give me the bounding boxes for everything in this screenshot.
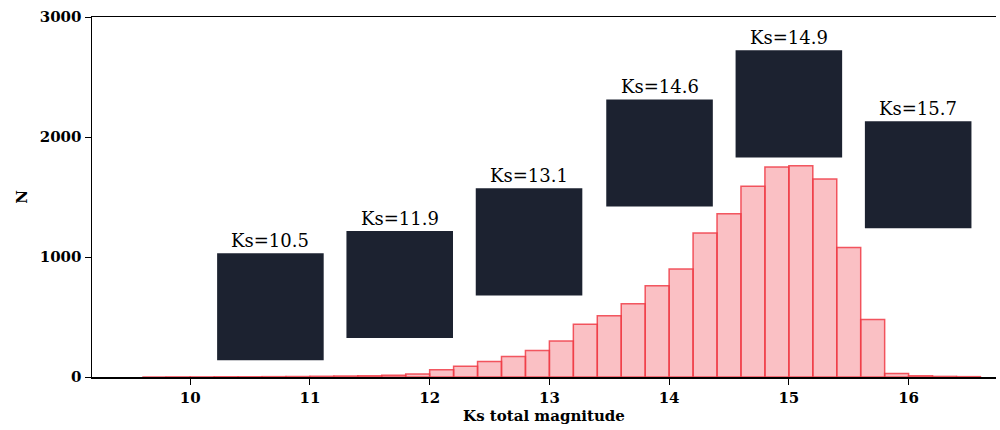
- svg-text:1000: 1000: [40, 248, 82, 266]
- svg-text:11: 11: [299, 389, 320, 407]
- svg-text:16: 16: [898, 389, 919, 407]
- svg-text:Ks=15.7: Ks=15.7: [879, 98, 957, 119]
- svg-text:Ks=14.6: Ks=14.6: [621, 76, 699, 97]
- svg-text:Ks=10.5: Ks=10.5: [231, 230, 309, 251]
- svg-text:2000: 2000: [40, 128, 82, 146]
- svg-text:Ks total magnitude: Ks total magnitude: [463, 407, 625, 425]
- svg-text:N: N: [13, 190, 31, 204]
- svg-text:3000: 3000: [40, 8, 82, 26]
- svg-text:15: 15: [778, 389, 799, 407]
- svg-text:Ks=13.1: Ks=13.1: [490, 165, 568, 186]
- svg-text:12: 12: [419, 389, 440, 407]
- svg-text:13: 13: [539, 389, 560, 407]
- svg-text:14: 14: [659, 389, 680, 407]
- svg-text:Ks=14.9: Ks=14.9: [750, 27, 828, 48]
- svg-text:10: 10: [180, 389, 201, 407]
- svg-text:Ks=11.9: Ks=11.9: [361, 208, 439, 229]
- svg-text:0: 0: [71, 368, 81, 386]
